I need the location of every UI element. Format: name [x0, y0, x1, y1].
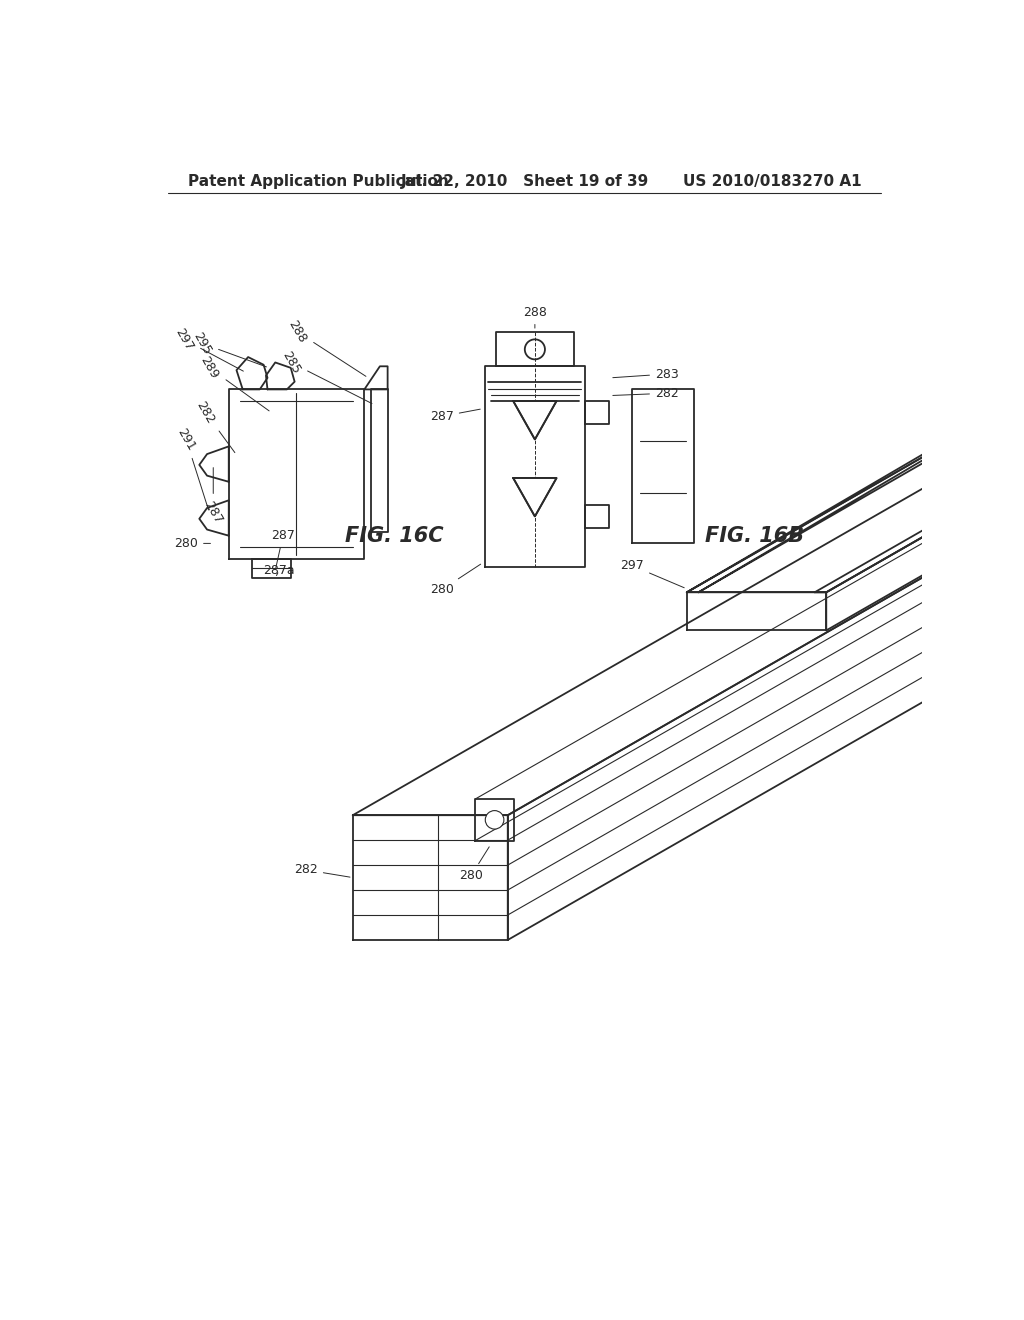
Text: Jul. 22, 2010   Sheet 19 of 39: Jul. 22, 2010 Sheet 19 of 39	[400, 174, 649, 189]
Text: 297: 297	[621, 560, 684, 587]
Text: US 2010/0183270 A1: US 2010/0183270 A1	[683, 174, 861, 189]
Text: FIG. 16C: FIG. 16C	[345, 525, 443, 545]
Circle shape	[485, 810, 504, 829]
Text: 291: 291	[174, 426, 209, 510]
Circle shape	[524, 339, 545, 359]
Text: 289: 289	[198, 354, 269, 411]
Text: 287: 287	[202, 467, 225, 527]
Text: 285: 285	[280, 348, 372, 404]
Text: 282: 282	[294, 863, 350, 876]
Text: 287: 287	[430, 409, 480, 422]
Text: 282: 282	[194, 399, 234, 453]
Text: Patent Application Publication: Patent Application Publication	[188, 174, 450, 189]
Polygon shape	[513, 478, 557, 516]
Text: 297: 297	[172, 326, 244, 371]
Polygon shape	[513, 401, 557, 440]
Text: 280: 280	[460, 847, 489, 882]
Text: 287: 287	[271, 529, 295, 568]
Text: 283: 283	[612, 367, 679, 380]
Text: 282: 282	[612, 387, 679, 400]
Text: FIG. 16B: FIG. 16B	[706, 525, 805, 545]
Text: 280: 280	[174, 537, 211, 550]
Text: 295: 295	[190, 330, 266, 367]
Text: 280: 280	[430, 564, 480, 597]
Text: 288: 288	[286, 318, 366, 376]
Text: 287a: 287a	[263, 564, 295, 577]
Text: 288: 288	[523, 306, 547, 329]
